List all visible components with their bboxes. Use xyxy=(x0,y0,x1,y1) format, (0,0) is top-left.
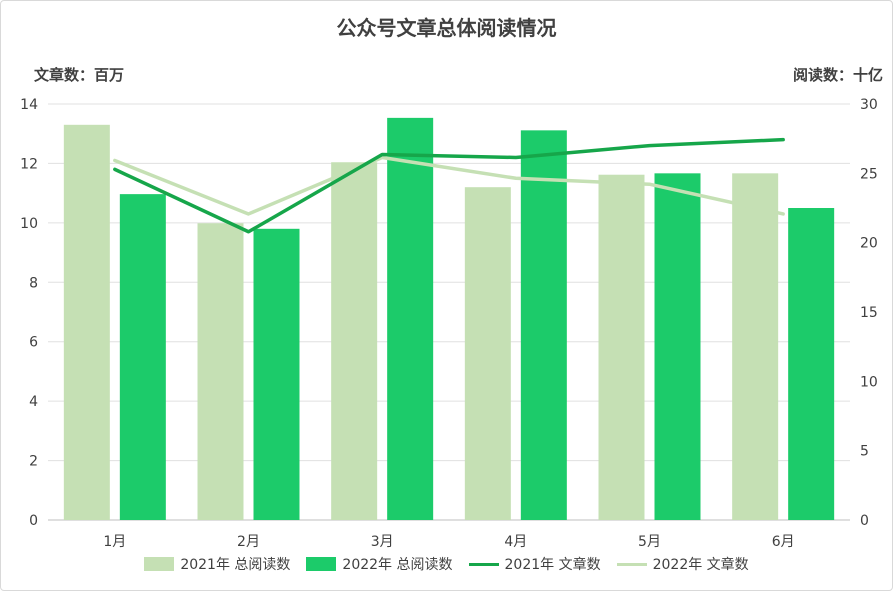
bar-layer xyxy=(63,117,835,521)
legend-label: 2021年 总阅读数 xyxy=(180,557,291,573)
legend-item: 2022年 总阅读数 xyxy=(306,554,453,574)
legend-label: 2022年 总阅读数 xyxy=(342,557,453,573)
x-axis-tick-label: 2月 xyxy=(237,534,260,550)
chart-title: 公众号文章总体阅读情况 xyxy=(336,16,557,40)
bar-2022-total-reads xyxy=(788,208,835,520)
line-2022-article-count xyxy=(113,155,785,216)
line-2021-article-count xyxy=(113,137,785,234)
line-layer xyxy=(113,137,785,234)
legend-item: 2022年 文章数 xyxy=(616,554,749,574)
legend-swatch-box xyxy=(144,557,175,571)
chart-legend: 2021年 总阅读数 2022年 总阅读数 2021年 文章数 2022年 文章数 xyxy=(0,554,893,574)
x-axis-tick-label: 3月 xyxy=(371,534,394,550)
legend-item: 2021年 总阅读数 xyxy=(144,554,290,574)
left-axis-tick-label: 4 xyxy=(29,394,38,410)
legend-swatch-line xyxy=(468,562,499,566)
left-axis-tick-label: 2 xyxy=(29,454,38,470)
right-axis-tick-label: 10 xyxy=(860,374,878,390)
bar-2022-total-reads xyxy=(253,228,300,521)
bar-2021-total-reads xyxy=(197,223,244,520)
bar-2021-total-reads xyxy=(63,124,110,521)
left-axis-tick-label: 8 xyxy=(29,275,38,291)
right-axis-tick-label: 25 xyxy=(860,166,878,182)
right-axis-tick-label: 30 xyxy=(860,97,878,113)
x-axis-tick-label: 5月 xyxy=(638,534,661,550)
x-axis-tick-label: 6月 xyxy=(772,534,795,550)
left-axis-tick-label: 12 xyxy=(20,156,38,172)
right-axis-title: 阅读数：十亿 xyxy=(792,66,883,84)
left-axis-tick-label: 10 xyxy=(20,216,38,232)
bar-2022-total-reads xyxy=(119,194,166,520)
x-axis-tick-label: 1月 xyxy=(103,534,126,550)
left-axis-title: 文章数：百万 xyxy=(34,66,125,84)
gridlines xyxy=(48,103,850,521)
right-axis-tick-label: 5 xyxy=(860,444,869,460)
legend-swatch-box xyxy=(306,557,337,571)
bar-2021-total-reads xyxy=(732,173,779,521)
bar-2021-total-reads xyxy=(598,174,645,520)
legend-label: 2022年 文章数 xyxy=(652,557,749,573)
bar-2021-total-reads xyxy=(331,162,378,521)
left-axis-tick-label: 14 xyxy=(20,97,38,113)
right-axis-tick-label: 15 xyxy=(860,305,878,321)
legend-swatch-line xyxy=(616,562,647,566)
bar-2022-total-reads xyxy=(654,173,701,521)
bar-2022-total-reads xyxy=(520,130,567,520)
legend-label: 2021年 文章数 xyxy=(504,557,601,573)
x-axis-tick-label: 4月 xyxy=(504,534,527,550)
bar-2021-total-reads xyxy=(464,187,511,520)
left-axis-tick-label: 6 xyxy=(29,335,38,351)
right-axis-tick-label: 0 xyxy=(860,513,869,529)
bar-2022-total-reads xyxy=(387,117,434,520)
legend-item: 2021年 文章数 xyxy=(468,554,601,574)
right-axis-tick-label: 20 xyxy=(860,236,878,252)
left-axis-tick-label: 0 xyxy=(29,513,38,529)
